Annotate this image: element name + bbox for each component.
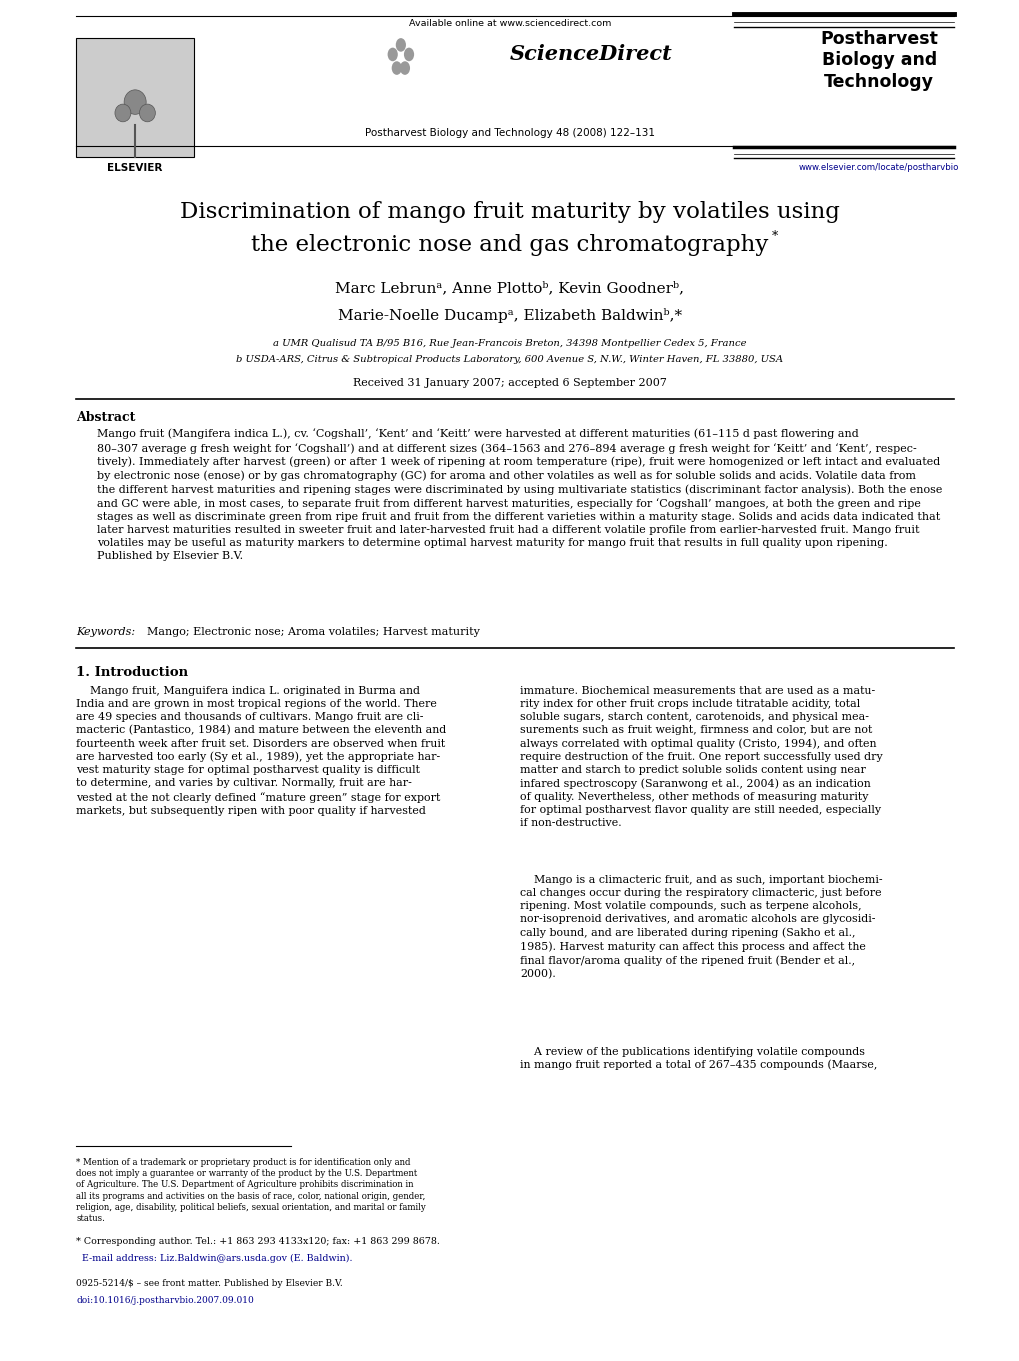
- Circle shape: [399, 61, 410, 75]
- Text: A review of the publications identifying volatile compounds
in mango fruit repor: A review of the publications identifying…: [520, 1047, 876, 1070]
- Text: Mango fruit (Mangifera indica L.), cv. ‘Cogshall’, ‘Kent’ and ‘Keitt’ were harve: Mango fruit (Mangifera indica L.), cv. ‘…: [97, 429, 942, 561]
- Text: the electronic nose and gas chromatography: the electronic nose and gas chromatograp…: [251, 234, 768, 256]
- Ellipse shape: [115, 105, 130, 122]
- Ellipse shape: [140, 105, 155, 122]
- Circle shape: [391, 61, 401, 75]
- Text: Abstract: Abstract: [76, 411, 136, 425]
- Text: 0925-5214/$ – see front matter. Published by Elsevier B.V.: 0925-5214/$ – see front matter. Publishe…: [76, 1279, 343, 1289]
- Text: Keywords:: Keywords:: [76, 627, 136, 637]
- Text: ScienceDirect: ScienceDirect: [510, 44, 673, 64]
- Text: Received 31 January 2007; accepted 6 September 2007: Received 31 January 2007; accepted 6 Sep…: [353, 378, 666, 388]
- Text: Marie-Noelle Ducampᵃ, Elizabeth Baldwinᵇ,*: Marie-Noelle Ducampᵃ, Elizabeth Baldwinᵇ…: [337, 308, 682, 323]
- Text: Mango is a climacteric fruit, and as such, important biochemi-
cal changes occur: Mango is a climacteric fruit, and as suc…: [520, 875, 882, 979]
- Text: E-mail address: Liz.Baldwin@ars.usda.gov (E. Baldwin).: E-mail address: Liz.Baldwin@ars.usda.gov…: [76, 1253, 353, 1263]
- Circle shape: [387, 48, 397, 61]
- Text: 1. Introduction: 1. Introduction: [76, 666, 189, 679]
- Text: Available online at www.sciencedirect.com: Available online at www.sciencedirect.co…: [409, 19, 610, 29]
- Text: * Mention of a trademark or proprietary product is for identification only and
d: * Mention of a trademark or proprietary …: [76, 1158, 426, 1222]
- Text: *: *: [771, 230, 777, 244]
- Circle shape: [404, 48, 414, 61]
- Text: www.elsevier.com/locate/postharvbio: www.elsevier.com/locate/postharvbio: [798, 163, 959, 173]
- Text: Marc Lebrunᵃ, Anne Plottoᵇ, Kevin Goodnerᵇ,: Marc Lebrunᵃ, Anne Plottoᵇ, Kevin Goodne…: [335, 282, 684, 295]
- Text: Postharvest
Biology and
Technology: Postharvest Biology and Technology: [819, 30, 937, 91]
- Text: Discrimination of mango fruit maturity by volatiles using: Discrimination of mango fruit maturity b…: [180, 201, 839, 223]
- Text: b USDA-ARS, Citrus & Subtropical Products Laboratory, 600 Avenue S, N.W., Winter: b USDA-ARS, Citrus & Subtropical Product…: [236, 355, 783, 365]
- Text: doi:10.1016/j.postharvbio.2007.09.010: doi:10.1016/j.postharvbio.2007.09.010: [76, 1296, 254, 1305]
- Text: Mango fruit, Manguifera indica L. originated in Burma and
India and are grown in: Mango fruit, Manguifera indica L. origin…: [76, 686, 446, 815]
- Text: Postharvest Biology and Technology 48 (2008) 122–131: Postharvest Biology and Technology 48 (2…: [365, 128, 654, 137]
- Text: ELSEVIER: ELSEVIER: [107, 163, 163, 173]
- Text: Mango; Electronic nose; Aroma volatiles; Harvest maturity: Mango; Electronic nose; Aroma volatiles;…: [140, 627, 479, 637]
- Text: a UMR Qualisud TA B/95 B16, Rue Jean-Francois Breton, 34398 Montpellier Cedex 5,: a UMR Qualisud TA B/95 B16, Rue Jean-Fra…: [273, 339, 746, 348]
- Circle shape: [395, 38, 406, 52]
- Ellipse shape: [124, 90, 146, 114]
- Text: * Corresponding author. Tel.: +1 863 293 4133x120; fax: +1 863 299 8678.: * Corresponding author. Tel.: +1 863 293…: [76, 1237, 440, 1247]
- Bar: [76, 38, 194, 157]
- Text: immature. Biochemical measurements that are used as a matu-
rity index for other: immature. Biochemical measurements that …: [520, 686, 882, 827]
